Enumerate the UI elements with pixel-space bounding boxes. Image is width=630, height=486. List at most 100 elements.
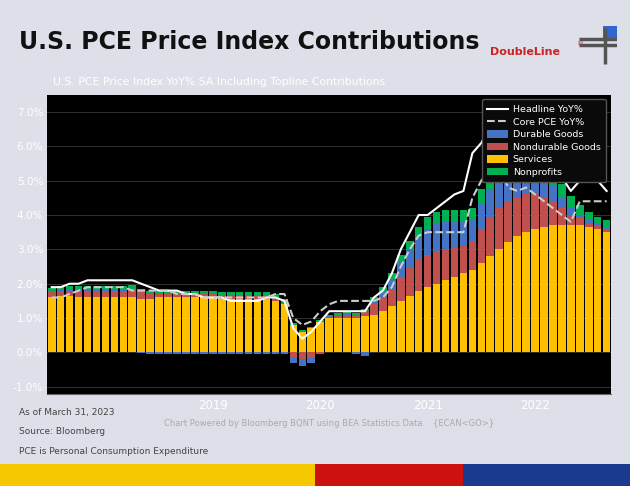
Bar (93, 297, 100, 352)
Bar (280, 304, 289, 352)
Bar (558, 226, 566, 352)
Bar (111, 290, 118, 291)
Bar (263, 296, 270, 299)
Bar (218, 296, 226, 299)
Bar (66, 286, 74, 290)
Bar (540, 177, 547, 198)
Bar (361, 352, 369, 356)
Bar (603, 220, 610, 227)
Bar (146, 299, 154, 352)
Bar (486, 174, 494, 189)
Bar (84, 291, 91, 297)
Bar (307, 358, 315, 363)
Bar (531, 152, 539, 169)
Bar (469, 243, 476, 270)
Bar (156, 291, 163, 294)
Bar (343, 313, 351, 314)
Bar (361, 310, 369, 311)
Bar (137, 292, 145, 299)
Bar (486, 218, 494, 256)
Bar (111, 286, 118, 290)
Bar (442, 222, 449, 249)
Bar (66, 291, 74, 296)
Bar (505, 169, 512, 201)
Bar (245, 296, 253, 299)
Bar (191, 294, 198, 297)
Bar (182, 352, 190, 354)
Bar (307, 327, 315, 329)
Bar (129, 297, 136, 352)
Bar (236, 299, 243, 352)
Bar (549, 226, 557, 352)
Bar (352, 318, 360, 352)
Bar (57, 291, 64, 296)
Bar (299, 352, 306, 359)
Bar (495, 160, 503, 177)
Bar (495, 249, 503, 352)
Bar (164, 297, 172, 352)
Bar (280, 303, 289, 304)
Bar (290, 325, 297, 352)
Bar (415, 227, 423, 237)
Bar (93, 291, 100, 297)
Bar (603, 227, 610, 229)
Bar (299, 332, 306, 352)
Bar (315, 464, 463, 486)
Bar (576, 218, 583, 226)
Bar (120, 291, 127, 297)
Bar (164, 294, 172, 297)
Bar (513, 148, 521, 165)
Bar (522, 163, 530, 194)
Bar (531, 194, 539, 229)
Bar (182, 291, 190, 294)
Bar (227, 296, 234, 299)
Bar (263, 292, 270, 296)
Bar (379, 287, 387, 291)
Bar (397, 277, 404, 301)
Bar (335, 316, 342, 318)
Bar (576, 215, 583, 218)
Bar (290, 352, 297, 358)
Bar (549, 186, 557, 201)
Bar (549, 201, 557, 226)
Bar (299, 359, 306, 366)
Bar (522, 232, 530, 352)
Bar (460, 222, 467, 246)
Bar (603, 232, 610, 352)
Bar (84, 297, 91, 352)
Bar (486, 189, 494, 218)
Bar (236, 296, 243, 299)
Bar (460, 274, 467, 352)
Bar (558, 184, 566, 198)
Bar (522, 146, 530, 163)
Bar (101, 286, 109, 290)
Bar (227, 352, 234, 354)
Bar (406, 249, 413, 268)
Bar (397, 261, 404, 277)
Bar (299, 330, 306, 332)
Bar (513, 165, 521, 198)
Bar (424, 229, 432, 255)
Bar (603, 229, 610, 232)
Bar (245, 352, 253, 354)
Bar (272, 297, 279, 301)
Text: As of March 31, 2023: As of March 31, 2023 (19, 408, 115, 417)
Bar (272, 301, 279, 352)
Bar (325, 316, 333, 318)
Bar (156, 352, 163, 354)
Bar (478, 189, 485, 203)
Bar (531, 169, 539, 194)
Bar (594, 217, 602, 224)
Bar (433, 284, 440, 352)
Bar (594, 226, 602, 229)
Bar (478, 203, 485, 229)
Bar (48, 288, 55, 292)
Bar (594, 224, 602, 226)
Bar (307, 352, 315, 358)
Bar (335, 314, 342, 316)
Bar (379, 291, 387, 297)
Bar (209, 352, 217, 354)
Bar (478, 263, 485, 352)
Bar (415, 291, 423, 352)
Bar (129, 285, 136, 289)
